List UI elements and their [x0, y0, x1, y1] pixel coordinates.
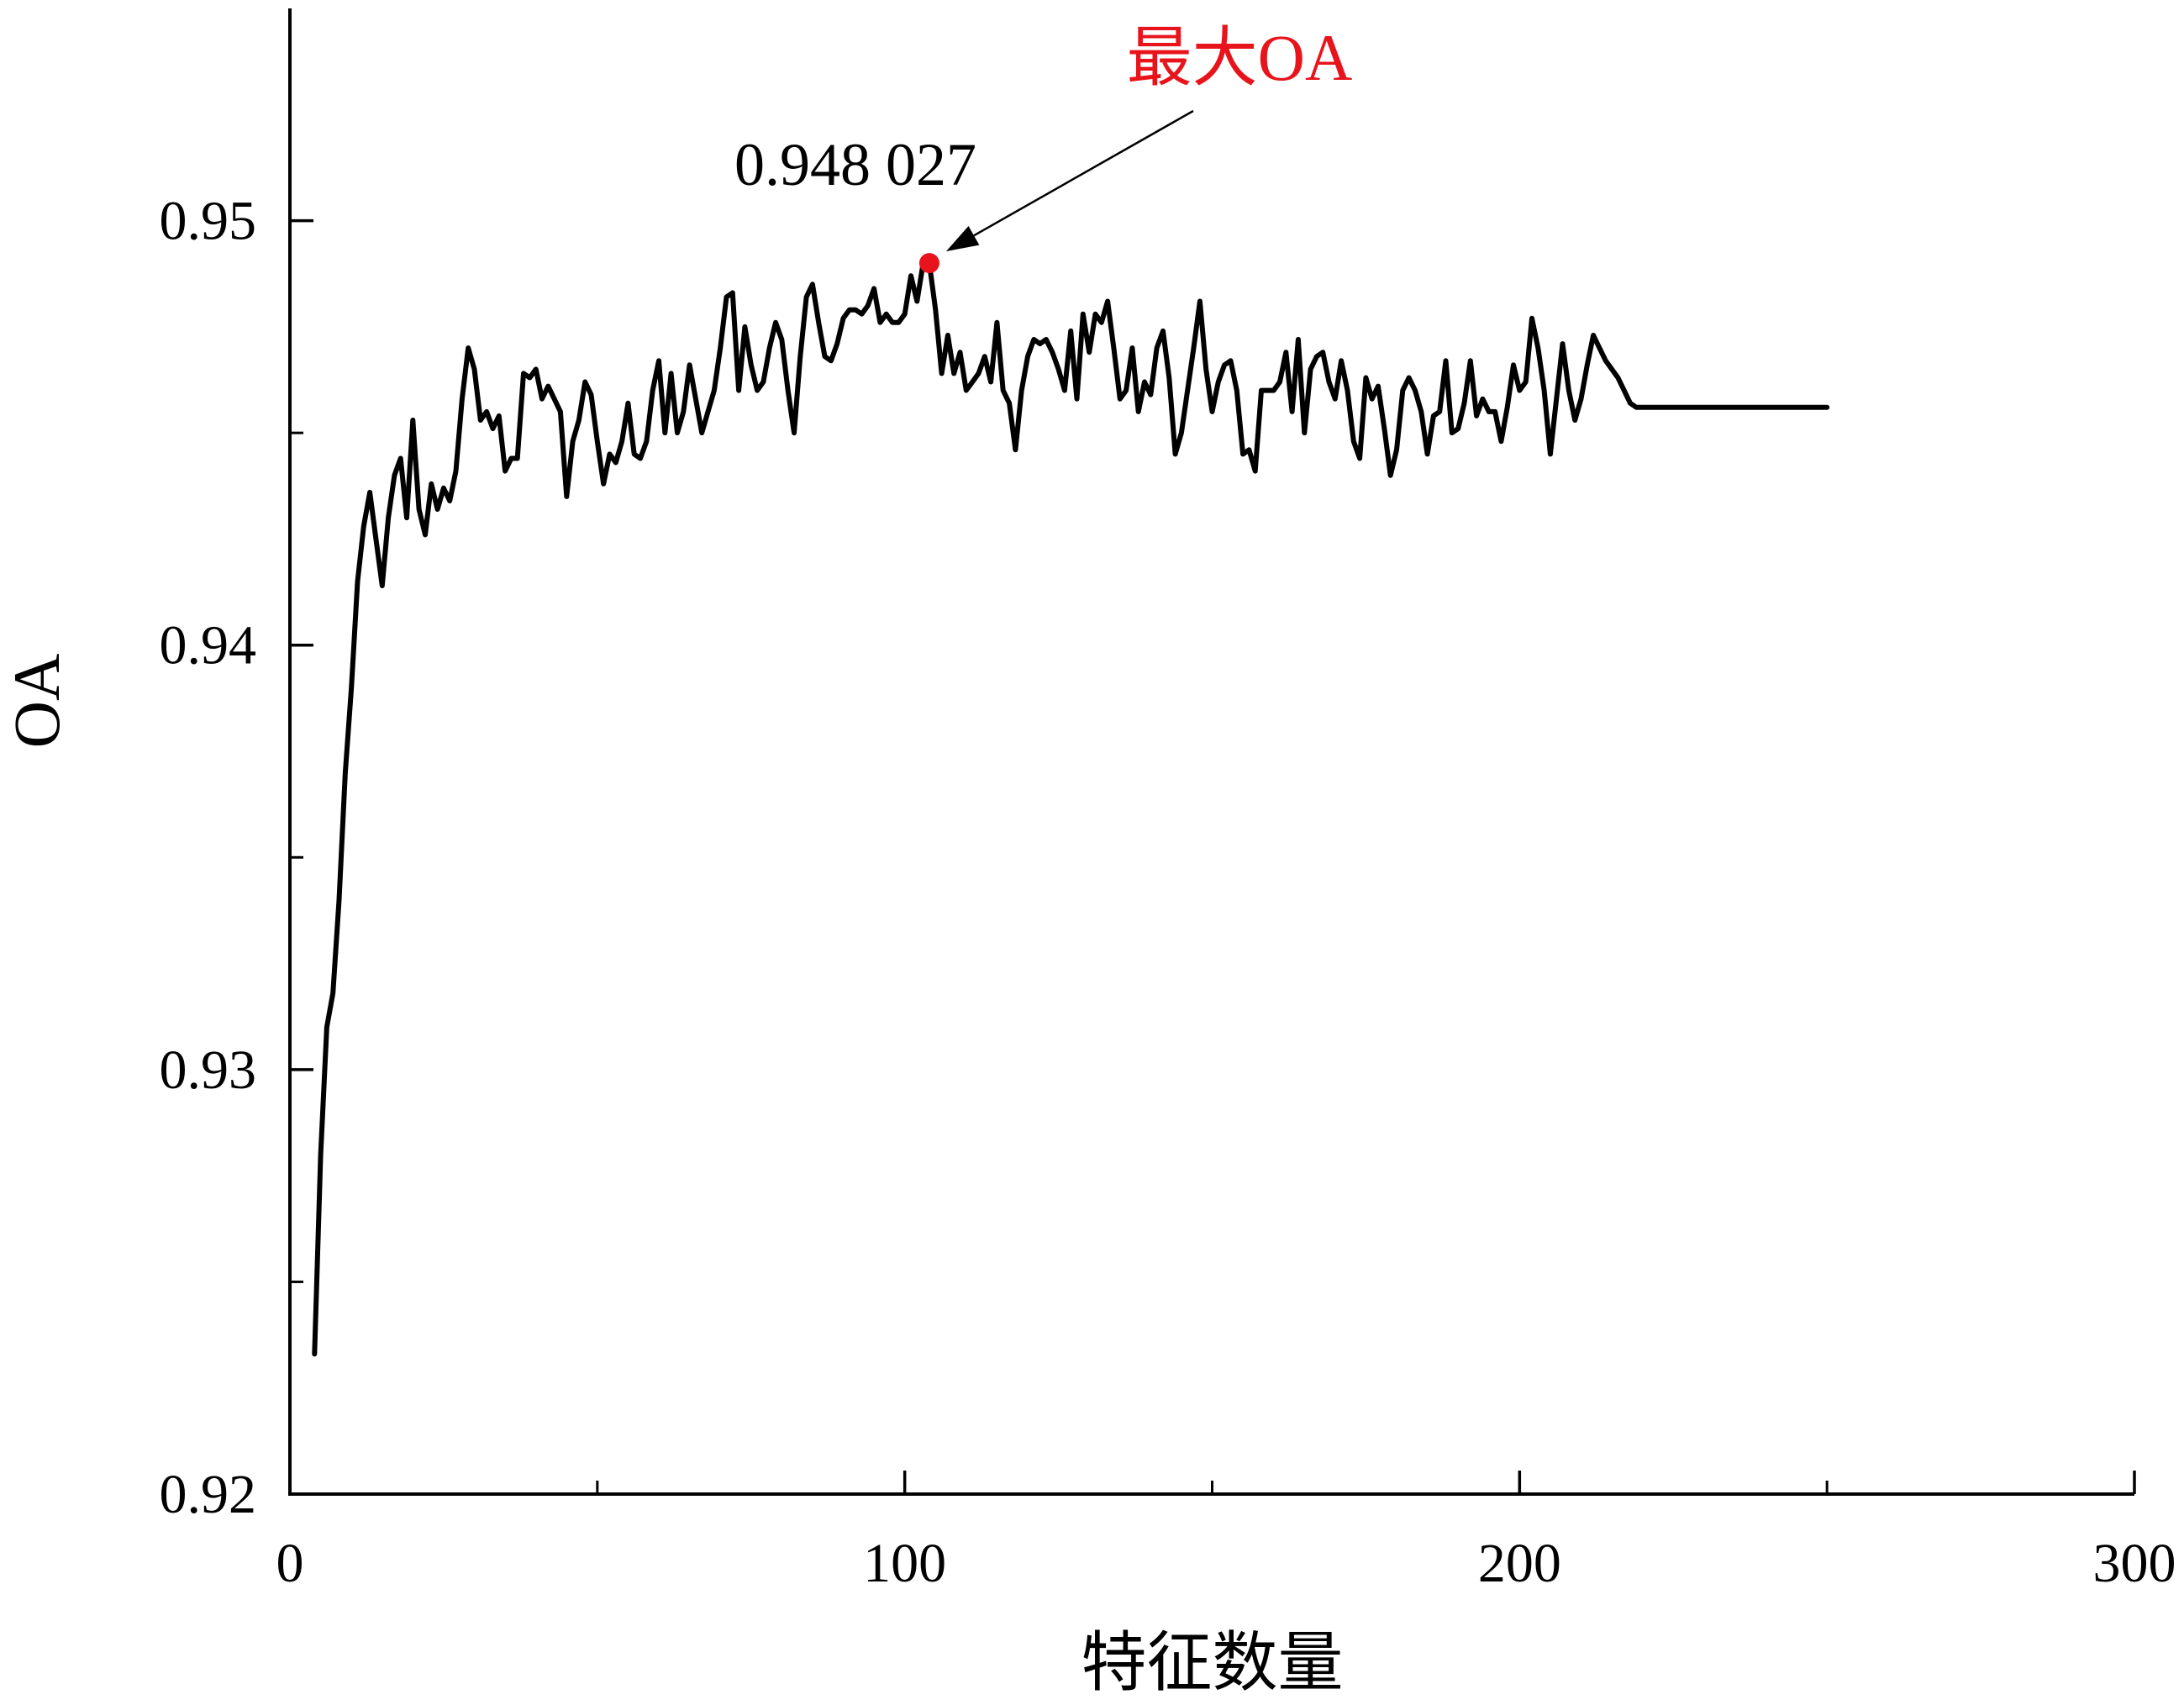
x-tick-label: 0: [276, 1533, 304, 1594]
y-axis-title: OA: [0, 654, 73, 749]
max-oa-label: 最大OA: [1127, 21, 1353, 94]
axes: [288, 8, 2134, 1496]
annotation-arrow-head: [945, 226, 980, 252]
annotation: 最大OA 0.948 027: [734, 21, 1353, 274]
x-axis-title: 特征数量: [1081, 1626, 1343, 1699]
max-oa-value: 0.948 027: [734, 131, 976, 198]
y-tick-label: 0.94: [160, 615, 257, 676]
x-tick-label: 100: [863, 1533, 946, 1594]
y-tick-label: 0.92: [160, 1464, 257, 1525]
tick-labels: 0.92 0.93 0.94 0.95 0 100 200 300: [160, 191, 2176, 1594]
series-line: [312, 260, 1830, 1357]
max-point-marker: [918, 253, 939, 274]
x-tick-label: 300: [2093, 1533, 2176, 1594]
y-tick-label: 0.93: [160, 1039, 257, 1101]
x-tick-label: 200: [1478, 1533, 1561, 1594]
ticks: [288, 218, 2136, 1496]
annotation-arrow: [973, 109, 1194, 237]
y-tick-label: 0.95: [160, 191, 257, 252]
